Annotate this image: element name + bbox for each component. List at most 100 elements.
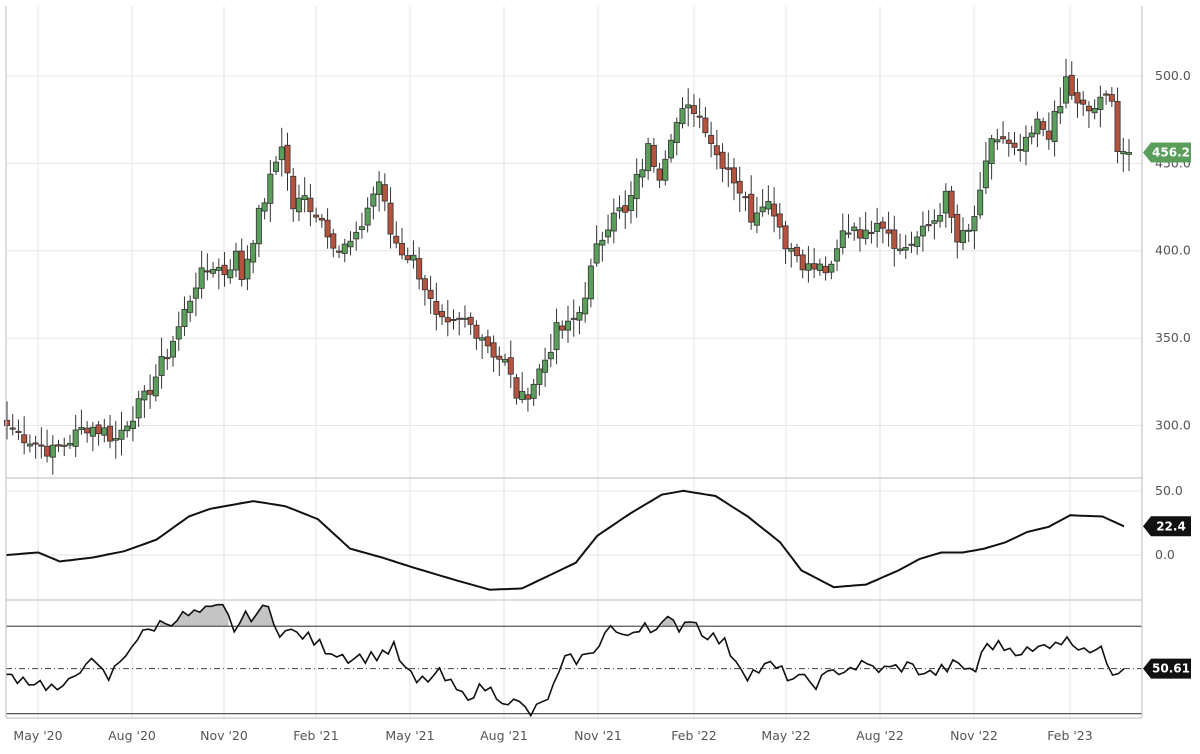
- candle: [610, 198, 617, 244]
- candle: [1103, 90, 1110, 105]
- momentum-line: [5, 489, 1125, 591]
- price-tick-label: 300.0: [1155, 418, 1191, 433]
- x-tick-label: May '21: [385, 728, 434, 743]
- candle: [708, 121, 715, 158]
- candle: [32, 435, 39, 459]
- candle: [731, 158, 738, 201]
- candle: [244, 245, 251, 291]
- candle: [215, 258, 222, 290]
- candle: [484, 329, 491, 354]
- candle: [771, 187, 778, 233]
- candle: [685, 88, 692, 127]
- candle: [1017, 133, 1024, 162]
- x-tick-label: Feb '22: [671, 728, 716, 743]
- candle: [536, 364, 543, 396]
- price-tick-label: 400.0: [1155, 243, 1191, 258]
- candle: [232, 242, 239, 278]
- candle: [170, 335, 177, 367]
- candle: [639, 158, 646, 188]
- candle: [427, 275, 434, 315]
- candle: [524, 387, 531, 412]
- candle: [273, 155, 280, 176]
- candle: [496, 346, 503, 376]
- candle: [175, 311, 182, 351]
- candle: [490, 335, 497, 372]
- candle: [925, 210, 932, 232]
- candle: [38, 427, 45, 459]
- candle: [885, 211, 892, 247]
- candle: [1011, 131, 1018, 156]
- candle: [793, 243, 800, 263]
- candle: [66, 434, 73, 450]
- candle: [656, 162, 663, 188]
- candle: [187, 295, 194, 322]
- rsi-line: [5, 603, 1125, 718]
- x-tick-label: May '20: [13, 728, 62, 743]
- x-tick-label: Aug '21: [480, 728, 528, 743]
- candle: [891, 215, 898, 267]
- candle: [284, 132, 291, 191]
- candle: [645, 137, 652, 180]
- candle: [444, 299, 451, 337]
- candle: [748, 175, 755, 230]
- momentum-tick-label: 0.0: [1155, 547, 1175, 562]
- candle: [1068, 61, 1075, 100]
- candle: [1120, 137, 1127, 173]
- candle: [633, 158, 640, 218]
- candle: [1000, 121, 1007, 144]
- candle: [204, 253, 211, 281]
- candle: [908, 231, 915, 253]
- momentum-last-value-tag-text: 22.4: [1156, 519, 1186, 533]
- x-tick-label: Aug '20: [108, 728, 156, 743]
- candle: [1040, 117, 1047, 137]
- candle: [725, 152, 732, 188]
- candle: [44, 429, 51, 463]
- candle: [376, 171, 383, 212]
- candle: [439, 304, 446, 326]
- candle: [101, 418, 108, 443]
- candle: [971, 205, 978, 250]
- candle: [1045, 112, 1052, 150]
- candle: [461, 305, 468, 328]
- candle: [622, 190, 629, 229]
- candle: [479, 334, 486, 360]
- candle: [742, 191, 749, 212]
- candle: [295, 184, 302, 222]
- candle: [582, 282, 589, 323]
- candle: [834, 239, 841, 271]
- candle: [261, 197, 268, 220]
- candle: [1126, 139, 1133, 171]
- candle: [605, 214, 612, 244]
- candle: [330, 228, 337, 258]
- candle: [26, 434, 33, 453]
- candle: [1074, 78, 1081, 118]
- candle: [95, 420, 102, 446]
- candle: [839, 213, 846, 255]
- candle: [914, 231, 921, 255]
- candle: [4, 401, 10, 440]
- candle: [227, 259, 234, 284]
- candle: [919, 211, 926, 252]
- candle: [250, 240, 257, 274]
- candle: [9, 413, 16, 436]
- axis-labels: May '20 Aug '20 Nov '20 Feb '21 May '21 Aug '…: [13, 68, 1190, 743]
- candle: [467, 312, 474, 335]
- candle: [358, 212, 365, 239]
- candle: [15, 419, 22, 440]
- candle: [650, 138, 657, 173]
- candle: [982, 142, 989, 195]
- candle: [129, 406, 136, 442]
- candle: [307, 183, 314, 227]
- candle: [897, 233, 904, 255]
- candle: [387, 187, 394, 249]
- candle: [931, 209, 938, 240]
- candle: [450, 309, 457, 330]
- candle: [942, 183, 949, 228]
- price-last-value-tag: 456.2: [1143, 142, 1191, 163]
- candle: [599, 231, 606, 262]
- candle: [1051, 100, 1058, 157]
- candle: [587, 258, 594, 308]
- candle: [542, 347, 549, 387]
- candle: [473, 320, 480, 350]
- candle: [49, 435, 56, 475]
